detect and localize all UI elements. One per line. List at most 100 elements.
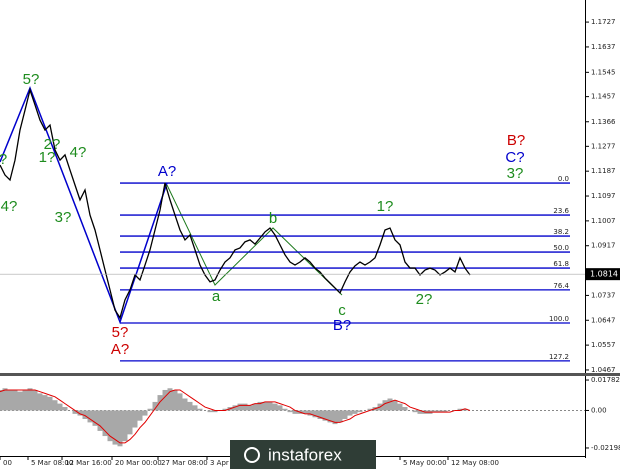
macd-bar — [37, 393, 43, 411]
macd-bar — [102, 410, 108, 437]
macd-bar — [197, 408, 203, 411]
macd-bar — [212, 410, 218, 413]
macd-bar — [387, 398, 393, 411]
macd-bar — [117, 410, 123, 447]
macd-bar — [252, 403, 258, 411]
macd-bar — [357, 410, 363, 413]
fib-label: 76.4 — [553, 282, 569, 290]
macd-bar — [137, 410, 143, 421]
macd-bar — [317, 410, 323, 419]
macd-bar — [2, 388, 8, 411]
macd-bar — [142, 410, 148, 416]
fib-label: 50.0 — [553, 244, 569, 252]
wave-label: a — [212, 288, 221, 305]
macd-bar — [237, 403, 243, 411]
macd-bar — [232, 405, 238, 411]
current-price-label: 1.0814 — [590, 270, 618, 279]
macd-bar — [32, 389, 38, 411]
macd-bar — [92, 410, 98, 426]
wave-label: A? — [111, 341, 129, 358]
macd-bar — [157, 395, 163, 411]
macd-bar — [392, 400, 398, 411]
y-tick-label: 1.1097 — [591, 192, 616, 200]
macd-bar — [127, 410, 133, 435]
macd-bar — [397, 403, 403, 411]
macd-bar — [207, 410, 213, 413]
macd-bar — [382, 400, 388, 411]
macd-bar — [187, 401, 193, 411]
wave-label: B? — [507, 132, 525, 149]
macd-bar — [282, 408, 288, 411]
macd-bar — [0, 389, 3, 411]
macd-bar — [272, 403, 278, 411]
macd-bar — [417, 410, 423, 414]
macd-bar — [87, 410, 93, 423]
watermark-logo — [244, 447, 260, 463]
macd-bar — [277, 405, 283, 411]
fib-label: 23.6 — [553, 207, 569, 215]
macd-bar — [462, 408, 468, 411]
wave-label: C? — [505, 149, 524, 166]
y-tick-label: -0.02198 — [591, 444, 620, 452]
wave-label: 5? — [112, 324, 129, 341]
y-tick-label: 1.0557 — [591, 341, 616, 349]
macd-bar — [7, 389, 13, 411]
wave-label: A? — [158, 163, 176, 180]
macd-bar — [57, 403, 63, 411]
macd-bar — [47, 396, 53, 411]
x-tick-label: 27 Mar 08:00 — [161, 459, 208, 467]
wave-line — [166, 184, 343, 296]
macd-bar — [12, 389, 18, 411]
macd-bar — [17, 391, 23, 411]
macd-bar — [52, 400, 58, 411]
plot: 1.1727 1.1637 1.1545 1.1457 1.1366 1.1277 1.11… — [0, 18, 620, 467]
macd-bar — [77, 410, 83, 416]
macd-bar — [62, 407, 68, 411]
macd-bar — [312, 410, 318, 418]
macd-bar — [432, 410, 438, 413]
macd-bar — [122, 410, 128, 442]
macd-bar — [167, 388, 173, 411]
macd-bar — [22, 389, 28, 411]
wave-label: 5? — [23, 71, 40, 88]
macd-bar — [342, 410, 348, 419]
macd-bar — [97, 410, 103, 431]
fib-label: 127.2 — [549, 353, 569, 361]
watermark-text: instaforex — [268, 445, 342, 464]
macd-bar — [192, 405, 198, 411]
macd-bar — [177, 393, 183, 411]
y-tick-label: 1.0647 — [591, 316, 616, 324]
wave-label: 4? — [70, 144, 87, 161]
x-tick-label: 5 May 00:00 — [403, 459, 447, 467]
wave-label: 3? — [55, 209, 72, 226]
y-tick-label: 1.1727 — [591, 18, 616, 26]
macd-bar — [352, 410, 358, 414]
wave-label: 1? — [377, 198, 394, 215]
macd-bar — [112, 410, 118, 445]
wave-label: 2? — [416, 291, 433, 308]
macd-bar — [222, 408, 228, 411]
macd-bar — [412, 410, 418, 413]
wave-label: 2? — [44, 136, 61, 153]
signal-line — [0, 389, 471, 444]
macd-bar — [287, 410, 293, 413]
wave-label: 4? — [1, 198, 18, 215]
macd-bar — [402, 407, 408, 411]
macd-bar — [42, 395, 48, 411]
y-tick-label: 1.1277 — [591, 142, 616, 150]
macd-bar — [242, 403, 248, 411]
macd-bar — [367, 408, 373, 411]
wave-label: B? — [333, 317, 351, 334]
fib-label: 100.0 — [549, 315, 569, 323]
wave-label: 3? — [507, 165, 524, 182]
watermark: instaforex — [230, 440, 376, 469]
macd-bar — [327, 410, 333, 423]
macd-bar — [132, 410, 138, 428]
macd-bar — [267, 401, 273, 411]
macd-bar — [307, 410, 313, 416]
macd-bar — [152, 401, 158, 411]
wave-label: 1? — [39, 149, 56, 166]
macd-bar — [292, 410, 298, 414]
fib-label: 61.8 — [553, 260, 569, 268]
